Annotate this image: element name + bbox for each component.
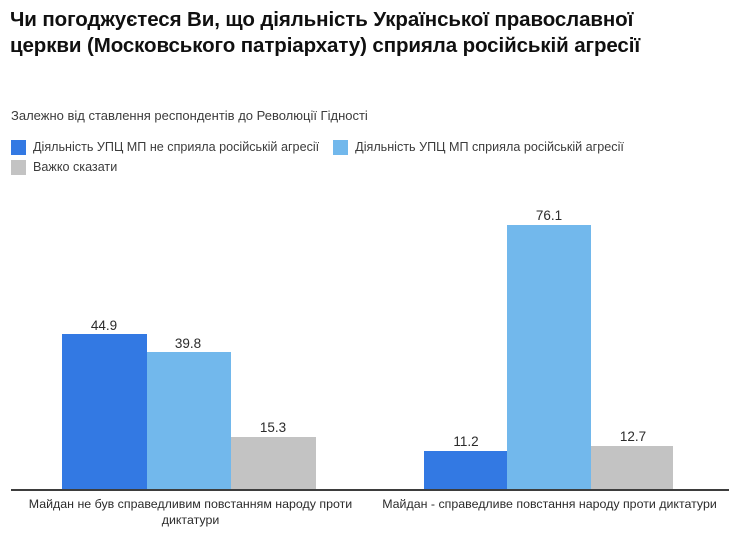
- bar-g1-s0[interactable]: [424, 451, 507, 490]
- chart-subtitle: Залежно від ставлення респондентів до Ре…: [11, 108, 368, 123]
- chart-legend: Діяльність УПЦ МП не сприяла російській …: [11, 140, 727, 180]
- legend-row: Діяльність УПЦ МП не сприяла російській …: [11, 140, 727, 180]
- legend-swatch-icon-series-0: [11, 140, 26, 155]
- bar-value-g1-s2: 12.7: [619, 429, 647, 444]
- legend-label-series-1: Діяльність УПЦ МП сприяла російській агр…: [355, 140, 624, 154]
- legend-item-series-2[interactable]: Важко сказати: [11, 160, 117, 175]
- x-axis-label-category-1: Майдан - справедливе повстання народу пр…: [382, 497, 717, 511]
- bar-g0-s1[interactable]: [147, 352, 231, 490]
- bar-g1-s1[interactable]: [507, 225, 591, 490]
- plot-area: 44.9 39.8 15.3 11.2 76.1 12.7: [0, 190, 740, 491]
- bar-value-g0-s0: 44.9: [90, 318, 118, 333]
- bar-value-g0-s1: 39.8: [174, 336, 202, 351]
- bar-g0-s0[interactable]: [62, 334, 147, 490]
- legend-label-series-2: Важко сказати: [33, 160, 118, 174]
- bar-value-g1-s0: 11.2: [453, 434, 479, 449]
- legend-label-series-0: Діяльність УПЦ МП не сприяла російській …: [33, 140, 320, 154]
- legend-swatch-icon-series-1: [333, 140, 349, 155]
- bar-g0-s2[interactable]: [231, 437, 316, 490]
- legend-item-series-0[interactable]: Діяльність УПЦ МП не сприяла російській …: [11, 140, 319, 155]
- x-axis-label-category-0: Майдан не був справедливим повстанням на…: [28, 497, 353, 527]
- x-axis-category-labels: Майдан не був справедливим повстанням на…: [0, 496, 740, 539]
- legend-swatch-icon-series-2: [11, 160, 26, 175]
- bar-value-g0-s2: 15.3: [259, 420, 287, 435]
- bar-g1-s2[interactable]: [591, 446, 673, 490]
- x-axis-line: [11, 489, 729, 491]
- chart-title: Чи погоджуєтеся Ви, що діяльність Україн…: [10, 8, 640, 57]
- bar-value-g1-s1: 76.1: [535, 208, 563, 223]
- legend-item-series-1[interactable]: Діяльність УПЦ МП сприяла російській агр…: [333, 140, 624, 155]
